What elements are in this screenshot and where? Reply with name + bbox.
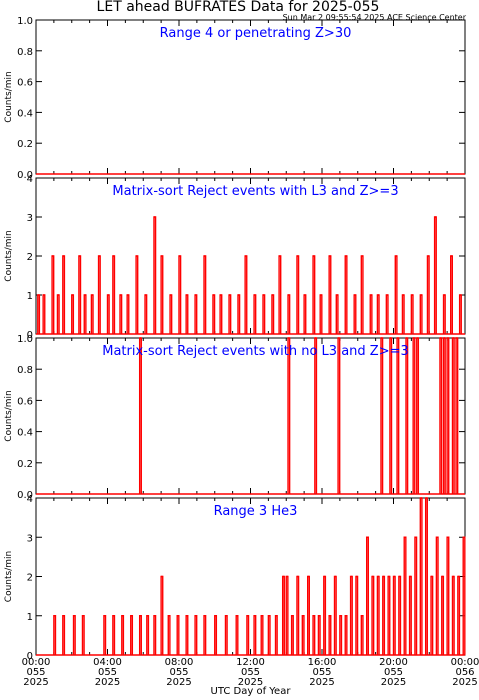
panel-2-series-line [36,216,465,335]
panel-4-xtick-label: 055 [26,667,45,678]
panel-3-frame [35,337,466,495]
panel-4-ytick-label: 2 [27,573,33,584]
panel-4-xtick-label: 055 [312,667,331,678]
panel-2-title: Matrix-sort Reject events with L3 and Z>… [112,184,398,199]
panel-4-xtick-label: 056 [455,667,474,678]
panel-3-ytick-label: 0.2 [17,459,33,470]
panel-4-xtick-label: 2025 [95,677,120,688]
chart-title: LET ahead BUFRATES Data for 2025-055 [97,0,380,15]
panel-4-xtick-label: 055 [384,667,403,678]
panel-3-ytick-label: 0.6 [17,396,33,407]
panel-4-xtick-label: 2025 [23,677,48,688]
panel-4-xtick-label: 20:00 [379,657,408,668]
panel-4-xtick-label: 16:00 [308,657,337,668]
panel-2-ytick-label: 4 [27,174,33,185]
panel-4-xtick-label: 055 [98,667,117,678]
panel-3: 0.0 0.2 0.4 0.6 0.8 1.0 Counts/min Matrix-sort … [4,334,466,501]
timestamp: Sun Mar 2 09:55:54 2025 ACE Science Cent… [283,13,467,22]
panel-2-ytick-label: 3 [27,213,33,224]
panel-3-ytick-label: 1.0 [17,334,33,345]
panel-1-ytick-label: 0.4 [17,108,33,119]
panel-1-ytick-label: 1.0 [17,16,33,27]
panel-4-xtick-label: 00:00 [22,657,51,668]
panel-4-xtick-label: 055 [169,667,188,678]
panel-4-xtick-label: 055 [241,667,260,678]
panel-2-ytick-label: 0 [27,330,33,341]
panel-4-ylabel: Counts/min [4,551,14,602]
panel-3-ytick-label: 0.8 [17,365,33,376]
panel-4-ytick-label: 0 [27,651,33,662]
panel-1-ylabel: Counts/min [4,71,14,122]
panel-4-ytick-label: 1 [27,612,33,623]
panel-4-ytick-label: 3 [27,533,33,544]
panel-1-ytick-label: 0.8 [17,47,33,58]
panel-4-xtick-label: 00:00 [451,657,479,668]
panel-4-xtick-label: 2025 [381,677,406,688]
panel-1-ytick-label: 0.6 [17,78,33,89]
panel-2: 0 1 2 3 4 Counts/min Matrix-sort Reject events… [4,174,466,341]
panel-4-xtick-label: 2025 [309,677,334,688]
panel-1-frame [35,19,466,175]
panel-2-ylabel: Counts/min [4,230,14,281]
panel-4-xtick-label: 2025 [238,677,263,688]
panel-1-ytick-label: 0.2 [17,139,33,150]
panel-4-xtick-label: 2025 [452,677,477,688]
panel-4-xtick-label: 08:00 [165,657,194,668]
panel-3-ytick-label: 0.4 [17,428,33,439]
panel-3-series-line [36,337,465,495]
panel-1: 0.0 0.2 0.4 0.6 0.8 1.0 Counts/min Range 4 or p… [4,16,466,181]
panel-3-title: Matrix-sort Reject events with no L3 and… [102,344,409,359]
panel-3-ytick-label: 0.0 [17,490,33,501]
panel-1-ytick-label: 0.0 [17,170,33,181]
panel-4-ytick-label: 4 [27,494,33,505]
panel-4-title: Range 3 He3 [214,504,298,519]
panel-3-ylabel: Counts/min [4,390,14,441]
panel-2-ytick-label: 1 [27,291,33,302]
panel-4-xlabel: UTC Day of Year [211,686,292,697]
panel-4-xtick-label: 04:00 [93,657,122,668]
panel-2-ytick-label: 2 [27,252,33,263]
panel-4-series-line [36,497,466,656]
panel-4-xtick-label: 12:00 [236,657,265,668]
panel-4-xtick-label: 2025 [166,677,191,688]
panel-1-title: Range 4 or penetrating Z>30 [160,26,352,41]
